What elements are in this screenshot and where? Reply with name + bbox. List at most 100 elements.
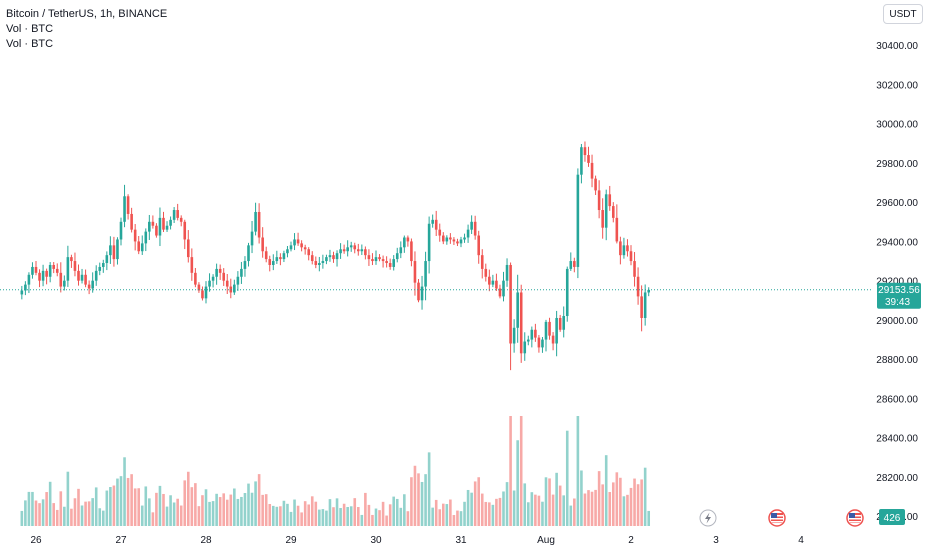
us-flag-icon-2[interactable] bbox=[846, 509, 864, 527]
candle-body-122 bbox=[452, 239, 456, 242]
candle-body-41 bbox=[165, 225, 169, 230]
candle-body-160 bbox=[587, 155, 590, 163]
candle-body-76 bbox=[289, 245, 293, 250]
volume-bar-171 bbox=[626, 494, 629, 526]
volume-bar-163 bbox=[597, 471, 601, 526]
candle-body-110 bbox=[410, 241, 413, 262]
volume-bar-104 bbox=[388, 504, 392, 526]
candle-body-23 bbox=[101, 263, 105, 267]
candle-body-154 bbox=[565, 268, 569, 317]
volume-bar-4 bbox=[34, 500, 38, 526]
volume-bar-86 bbox=[325, 510, 328, 526]
volume-bar-22 bbox=[98, 508, 102, 526]
volume-bar-48 bbox=[190, 487, 194, 526]
volume-bar-36 bbox=[148, 498, 151, 526]
candle-body-118 bbox=[438, 229, 442, 236]
candle-body-17 bbox=[80, 274, 84, 281]
candle-body-166 bbox=[608, 194, 612, 207]
volume-bar-132 bbox=[488, 502, 491, 526]
volume-bar-13 bbox=[66, 471, 70, 526]
time-tick-3: 29 bbox=[285, 535, 297, 546]
volume-bar-109 bbox=[406, 511, 410, 526]
lightning-icon[interactable] bbox=[699, 509, 717, 527]
candle-body-100 bbox=[374, 257, 378, 262]
candle-body-129 bbox=[477, 235, 481, 256]
volume-bar-165 bbox=[604, 455, 608, 526]
volume-bar-130 bbox=[480, 493, 484, 526]
currency-button[interactable]: USDT bbox=[883, 4, 923, 24]
volume-bar-58 bbox=[225, 499, 229, 526]
candle-body-136 bbox=[502, 280, 505, 297]
candle-body-46 bbox=[183, 221, 187, 240]
candle-body-69 bbox=[264, 251, 268, 260]
candle-body-176 bbox=[643, 292, 647, 318]
symbol-title[interactable]: Bitcoin / TetherUS, 1h, BINANCE bbox=[6, 8, 168, 20]
candle-body-170 bbox=[622, 245, 626, 256]
volume-bar-1 bbox=[24, 500, 27, 526]
candle-body-171 bbox=[626, 245, 629, 252]
volume-bar-47 bbox=[186, 471, 190, 526]
candle-body-59 bbox=[229, 286, 233, 293]
volume-legend-1[interactable]: Vol · BTC bbox=[6, 23, 54, 35]
volume-bar-107 bbox=[399, 507, 403, 526]
volume-bar-54 bbox=[211, 501, 215, 526]
volume-bar-137 bbox=[505, 482, 509, 526]
volume-bar-6 bbox=[41, 499, 45, 526]
volume-bar-129 bbox=[477, 477, 481, 526]
candle-body-143 bbox=[526, 339, 530, 342]
candle-body-165 bbox=[604, 194, 608, 228]
candle-body-123 bbox=[456, 241, 459, 244]
volume-bar-78 bbox=[296, 505, 300, 526]
candle-body-44 bbox=[176, 210, 179, 218]
volume-bar-73 bbox=[279, 506, 282, 526]
volume-bar-145 bbox=[534, 494, 537, 526]
candle-body-60 bbox=[233, 284, 236, 293]
candle-body-57 bbox=[222, 272, 226, 281]
volume-bar-164 bbox=[601, 484, 604, 526]
volume-bar-81 bbox=[307, 504, 311, 526]
candle-body-72 bbox=[275, 257, 279, 262]
volume-legend-2[interactable]: Vol · BTC bbox=[6, 38, 54, 50]
price-tick-0: 30400.00 bbox=[876, 41, 918, 52]
candle-body-94 bbox=[353, 245, 357, 250]
candle-body-75 bbox=[286, 249, 289, 254]
volume-bar-59 bbox=[229, 494, 233, 526]
volume-bar-66 bbox=[254, 481, 257, 526]
candle-body-177 bbox=[647, 289, 651, 293]
candle-body-105 bbox=[392, 259, 396, 267]
volume-bar-17 bbox=[80, 505, 84, 526]
candle-body-169 bbox=[619, 241, 622, 256]
volume-bar-62 bbox=[240, 496, 243, 526]
volume-tag: 426 bbox=[879, 509, 905, 525]
candle-body-153 bbox=[562, 316, 566, 330]
candle-body-62 bbox=[240, 268, 243, 277]
volume-bar-123 bbox=[456, 510, 459, 526]
volume-bar-103 bbox=[385, 515, 388, 526]
volume-bar-29 bbox=[123, 457, 126, 526]
candle-body-88 bbox=[332, 255, 335, 260]
candle-body-174 bbox=[636, 276, 640, 297]
volume-bar-149 bbox=[548, 478, 551, 526]
volume-bar-49 bbox=[194, 483, 197, 526]
candle-body-89 bbox=[335, 253, 339, 260]
us-flag-icon-1[interactable] bbox=[768, 509, 786, 527]
price-tick-2: 30000.00 bbox=[876, 120, 918, 131]
candle-body-51 bbox=[201, 290, 204, 299]
time-tick-9: 4 bbox=[798, 535, 804, 546]
candle-body-124 bbox=[459, 239, 463, 244]
candle-body-37 bbox=[151, 221, 155, 226]
volume-bar-26 bbox=[112, 485, 116, 526]
candle-body-25 bbox=[109, 245, 112, 256]
volume-bar-30 bbox=[126, 477, 130, 526]
candle-body-158 bbox=[580, 147, 583, 175]
candle-body-141 bbox=[519, 292, 523, 354]
volume-bar-55 bbox=[215, 493, 218, 526]
volume-bar-3 bbox=[31, 491, 34, 526]
candle-body-20 bbox=[91, 280, 94, 289]
volume-bar-117 bbox=[434, 499, 438, 526]
volume-bar-157 bbox=[576, 416, 580, 526]
volume-bar-125 bbox=[463, 501, 466, 526]
candle-body-12 bbox=[63, 280, 66, 287]
